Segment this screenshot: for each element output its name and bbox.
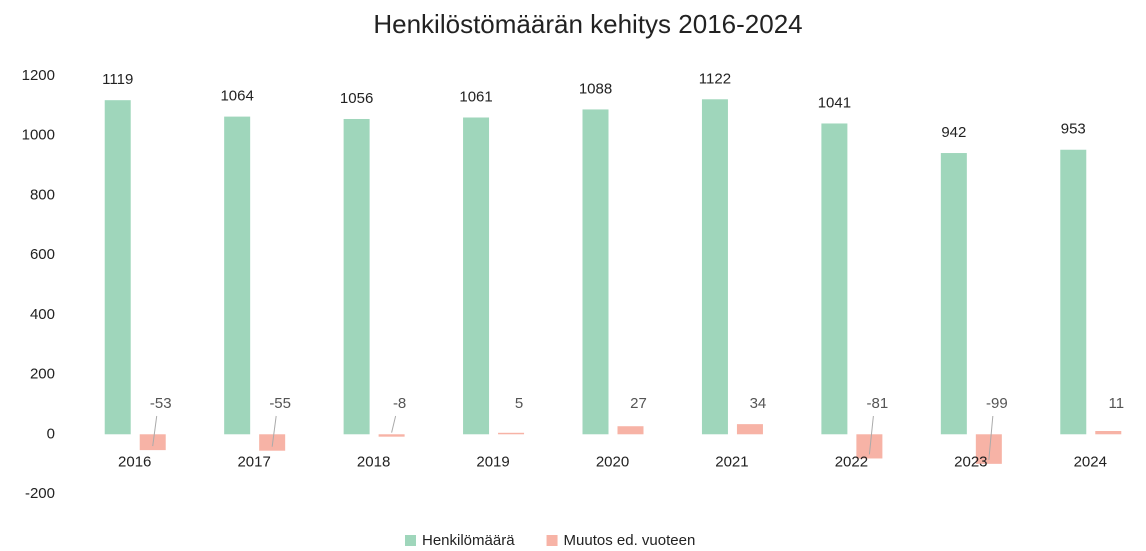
legend-swatch [405,535,416,546]
data-label: -8 [393,395,406,412]
x-tick-label: 2024 [1074,453,1107,470]
data-label: 1122 [699,70,731,87]
legend-label: Muutos ed. vuoteen [564,532,696,549]
x-tick-label: 2020 [596,453,629,470]
bar [701,99,728,435]
bar [224,116,251,435]
bar [139,434,166,451]
y-tick-label: 1200 [22,67,55,84]
data-label: 1056 [340,90,373,107]
leader-line [391,415,397,433]
x-tick-label: 2017 [237,453,270,470]
bar [821,123,848,435]
bar [378,434,405,437]
data-label: 1064 [220,88,253,105]
data-label: 27 [630,395,647,412]
bar [104,100,131,435]
bar [1060,149,1087,435]
y-tick-label: 1000 [22,127,55,144]
data-label: 953 [1061,121,1086,138]
bar [498,432,525,435]
data-label: 11 [1108,395,1124,412]
leader-line [271,415,277,447]
bar [1095,431,1122,435]
x-tick-label: 2023 [954,453,987,470]
y-tick-label: 800 [30,186,55,203]
data-label: 34 [750,395,767,412]
legend-label: Henkilömäärä [422,532,515,549]
data-label: -55 [269,395,291,412]
x-tick-label: 2016 [118,453,151,470]
x-tick-label: 2018 [357,453,390,470]
x-tick-label: 2022 [835,453,868,470]
bar [617,426,644,435]
data-label: 942 [941,124,966,141]
data-label: 1061 [459,88,492,105]
y-tick-label: -200 [25,485,55,502]
bar [259,434,286,451]
leader-line [868,415,874,455]
data-label: 5 [515,395,523,412]
data-label: -81 [867,395,889,412]
data-label: 1041 [818,94,851,111]
bar [343,118,370,435]
data-label: 1088 [579,80,612,97]
y-tick-label: 400 [30,306,55,323]
y-tick-label: 0 [47,425,55,442]
data-label: -53 [150,395,172,412]
x-tick-label: 2021 [715,453,748,470]
leader-line [988,415,994,460]
y-tick-label: 200 [30,366,55,383]
legend-swatch [546,535,558,546]
bar [582,109,609,435]
data-label: -99 [986,395,1008,412]
bar [463,117,490,435]
x-tick-label: 2019 [476,453,509,470]
chart-title: Henkilöstömäärän kehitys 2016-2024 [373,9,802,39]
data-label: 1119 [102,71,133,88]
bar [736,424,763,435]
bar [940,153,967,435]
leader-line [152,415,158,447]
y-tick-label: 600 [30,246,55,263]
